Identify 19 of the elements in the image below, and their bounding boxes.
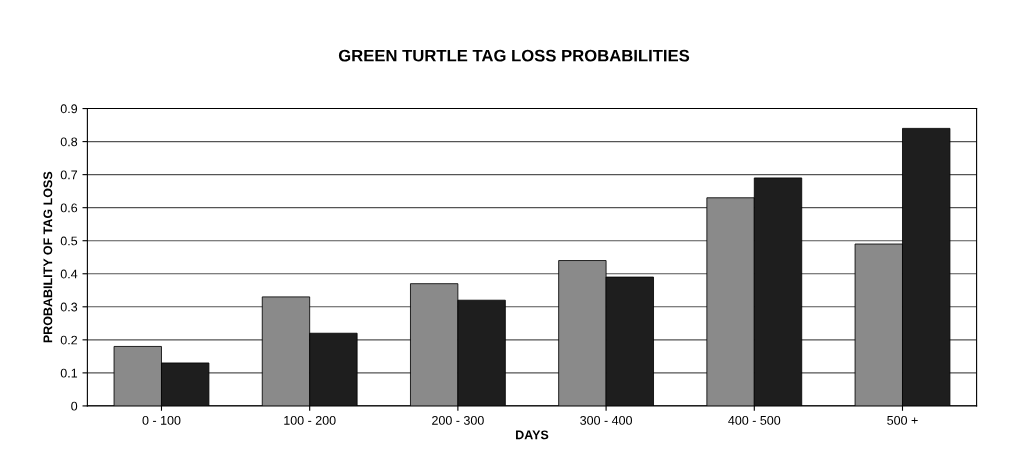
y-axis-title: PROBABILITY OF TAG LOSS (43, 171, 53, 343)
y-tick-label: 0.9 (60, 104, 78, 114)
x-axis-title: DAYS (516, 430, 549, 440)
chart-title: GREEN TURTLE TAG LOSS PROBABILITIES (338, 49, 690, 62)
y-tick-label: 0.3 (60, 302, 78, 312)
x-tick-label: 100 - 200 (284, 415, 336, 425)
y-tick-label: 0.5 (60, 236, 78, 246)
x-tick-label: 500 + (887, 415, 918, 425)
y-tick-label: 0.6 (60, 203, 78, 213)
y-tick-label: 0.4 (60, 269, 78, 279)
x-tick-label: 0 - 100 (142, 415, 181, 425)
y-tick-label: 0.2 (60, 335, 78, 345)
y-tick-label: 0.1 (60, 368, 78, 378)
x-tick-label: 300 - 400 (580, 415, 633, 425)
y-tick-label: 0.7 (60, 170, 78, 180)
x-tick-label: 400 - 500 (728, 415, 781, 425)
y-tick-label: 0 (71, 401, 78, 411)
y-tick-label: 0.8 (60, 137, 78, 147)
x-tick-label: 200 - 300 (432, 415, 484, 425)
